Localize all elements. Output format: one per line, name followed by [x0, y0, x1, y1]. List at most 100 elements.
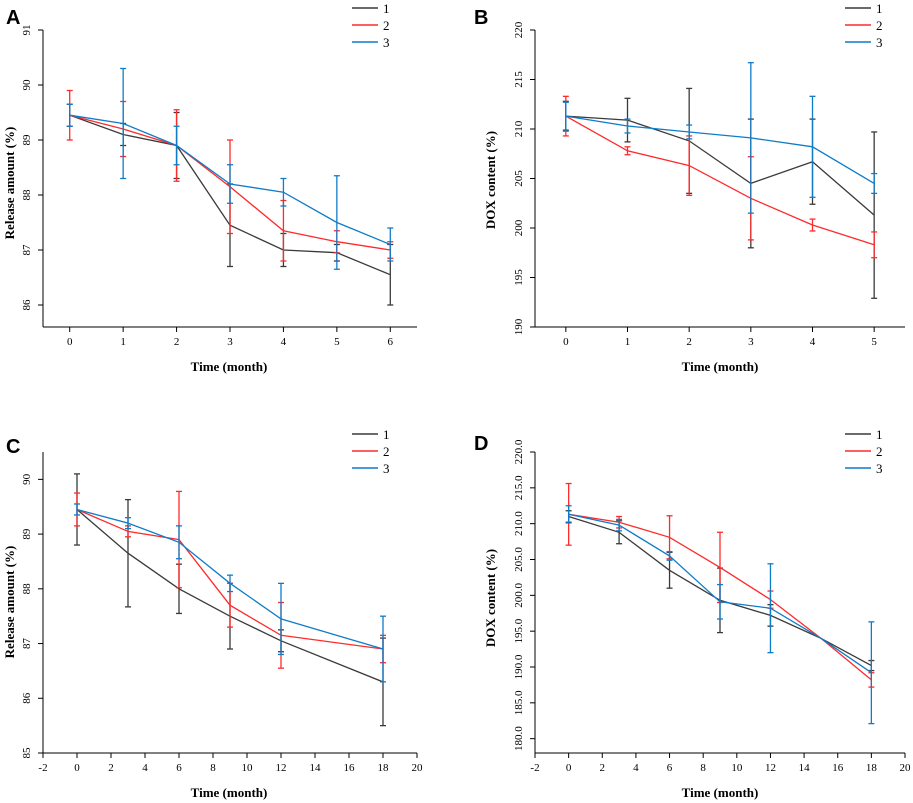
- panel-c-series-3: [74, 503, 386, 683]
- panel-d-y-tick-label: 190.0: [513, 654, 525, 679]
- panel-d-y-axis-title: DOX content (%): [483, 549, 498, 647]
- panel-c-series-1-line: [76, 509, 384, 683]
- panel-c-legend-label-1: 1: [383, 427, 390, 442]
- panel-d-x-axis-title: Time (month): [682, 785, 759, 800]
- panel-d-legend-label-3: 3: [876, 461, 883, 476]
- panel-b-y-tick-label: 195: [513, 269, 525, 286]
- panel-a-legend-label-3: 3: [383, 35, 390, 50]
- panel-d-y-tick-label: 220.0: [513, 439, 525, 464]
- panel-a-x-tick-label: 0: [67, 336, 73, 348]
- panel-a-y-tick-label: 87: [21, 244, 33, 256]
- panel-d-y-tick-label: 180.0: [513, 726, 525, 751]
- panel-b-y-tick-label: 190: [513, 318, 525, 335]
- panel-c-x-tick-label: 10: [242, 762, 254, 774]
- panel-b-series-3-line: [565, 115, 875, 184]
- panel-b-x-tick-label: 4: [810, 336, 816, 348]
- panel-d-x-tick-label: 16: [832, 762, 844, 774]
- panel-d-letter: D: [474, 433, 488, 455]
- panel-d-y-tick-label: 195.0: [513, 618, 525, 643]
- panel-d-x-tick-label: 10: [731, 762, 743, 774]
- panel-a-legend-label-2: 2: [383, 18, 390, 33]
- panel-c-x-tick-label: -2: [38, 762, 47, 774]
- panel-d-x-tick-label: 18: [866, 762, 878, 774]
- panel-c-x-axis-title: Time (month): [191, 785, 268, 800]
- panel-d-x-tick-label: -2: [530, 762, 539, 774]
- panel-c-y-tick-label: 86: [21, 692, 33, 704]
- panel-a-x-tick-label: 4: [281, 336, 287, 348]
- panel-c-legend-label-2: 2: [383, 444, 390, 459]
- panel-d-legend-label-1: 1: [876, 427, 883, 442]
- panel-d-y-tick-label: 210.0: [513, 511, 525, 536]
- panel-d: D -2 0 2 4 6 8 10 12 14 16 18 20 180.0 185.0 190.0 195.…: [474, 427, 911, 800]
- panel-b-y-tick-label: 210: [513, 120, 525, 137]
- panel-a-x-tick-label: 5: [334, 336, 340, 348]
- panel-a-y-tick-label: 86: [21, 299, 33, 311]
- panel-c-legend-label-3: 3: [383, 461, 390, 476]
- panel-c-x-tick-label: 12: [276, 762, 287, 774]
- panel-c-y-tick-label: 85: [21, 747, 33, 759]
- panel-d-y-tick-label: 205.0: [513, 547, 525, 572]
- panel-b-series-1: [562, 87, 878, 299]
- panel-a-x-tick-label: 1: [120, 336, 126, 348]
- panel-a-x-tick-label: 6: [388, 336, 394, 348]
- panel-b-x-tick-label: 3: [748, 336, 754, 348]
- panel-c-x-tick-label: 0: [74, 762, 80, 774]
- panel-a-letter: A: [6, 7, 20, 29]
- panel-a-y-axis-title: Release amount (%): [2, 127, 17, 240]
- panel-b-series-3: [562, 62, 878, 214]
- panel-c-x-tick-label: 18: [378, 762, 390, 774]
- panel-a-legend-label-1: 1: [383, 1, 390, 16]
- panel-b-y-tick-label: 220: [513, 21, 525, 38]
- panel-b: B 0 1 2 3 4 5 190 195 200 205 210 215 220 1 2 3 Time (m…: [474, 1, 905, 374]
- panel-b-x-axis-title: Time (month): [682, 359, 759, 374]
- panel-b-y-tick-label: 215: [513, 71, 525, 88]
- panel-d-x-tick-label: 20: [900, 762, 912, 774]
- panel-b-x-tick-label: 5: [871, 336, 877, 348]
- panel-a-y-tick-label: 88: [21, 189, 33, 201]
- panel-a-x-tick-label: 3: [227, 336, 233, 348]
- panel-c-x-tick-label: 6: [176, 762, 182, 774]
- panel-a-x-tick-label: 2: [174, 336, 180, 348]
- panel-b-x-tick-label: 1: [625, 336, 631, 348]
- panel-d-x-tick-label: 12: [765, 762, 776, 774]
- panel-c-x-tick-label: 4: [142, 762, 148, 774]
- panel-b-series-2-line: [565, 115, 875, 246]
- panel-d-y-tick-label: 215.0: [513, 475, 525, 500]
- panel-b-letter: B: [474, 7, 488, 29]
- panel-a-x-axis-title: Time (month): [191, 359, 268, 374]
- panel-c-y-axis-title: Release amount (%): [2, 546, 17, 659]
- panel-d-x-tick-label: 14: [799, 762, 811, 774]
- panel-d-x-tick-label: 0: [566, 762, 572, 774]
- panel-a-series-3: [66, 67, 394, 270]
- panel-d-x-tick-label: 4: [633, 762, 639, 774]
- panel-a-y-tick-label: 91: [21, 25, 33, 36]
- panel-d-x-tick-label: 6: [667, 762, 673, 774]
- panel-b-x-tick-label: 2: [686, 336, 692, 348]
- panel-d-series-3: [565, 505, 875, 725]
- panel-b-legend-label-1: 1: [876, 1, 883, 16]
- panel-b-series-1-line: [565, 115, 875, 216]
- panel-c-series-3-line: [76, 508, 384, 650]
- panel-c-x-tick-label: 8: [210, 762, 216, 774]
- panel-c-series-2-line: [76, 508, 384, 650]
- panel-b-y-tick-label: 200: [513, 219, 525, 236]
- panel-c-y-tick-label: 88: [21, 583, 33, 595]
- panel-d-y-tick-label: 200.0: [513, 582, 525, 607]
- panel-c-x-tick-label: 14: [310, 762, 322, 774]
- panel-c-y-tick-label: 87: [21, 638, 33, 650]
- panel-b-y-tick-label: 205: [513, 170, 525, 187]
- panel-b-x-tick-label: 0: [563, 336, 569, 348]
- panel-a-y-tick-label: 89: [21, 134, 33, 146]
- panel-d-x-tick-label: 8: [700, 762, 706, 774]
- panel-a: A 0 1 2 3 4 5 6 86 87 88 89 90 91 1 2 3 Time (month) Re…: [2, 1, 417, 374]
- panel-b-y-axis-title: DOX content (%): [483, 131, 498, 229]
- panel-c-y-tick-label: 90: [21, 473, 33, 485]
- panel-c-x-tick-label: 20: [412, 762, 424, 774]
- panel-a-y-tick-label: 90: [21, 79, 33, 91]
- panel-b-legend-label-3: 3: [876, 35, 883, 50]
- panel-d-x-tick-label: 2: [600, 762, 606, 774]
- panel-d-y-tick-label: 185.0: [513, 690, 525, 715]
- panel-c-x-tick-label: 16: [344, 762, 356, 774]
